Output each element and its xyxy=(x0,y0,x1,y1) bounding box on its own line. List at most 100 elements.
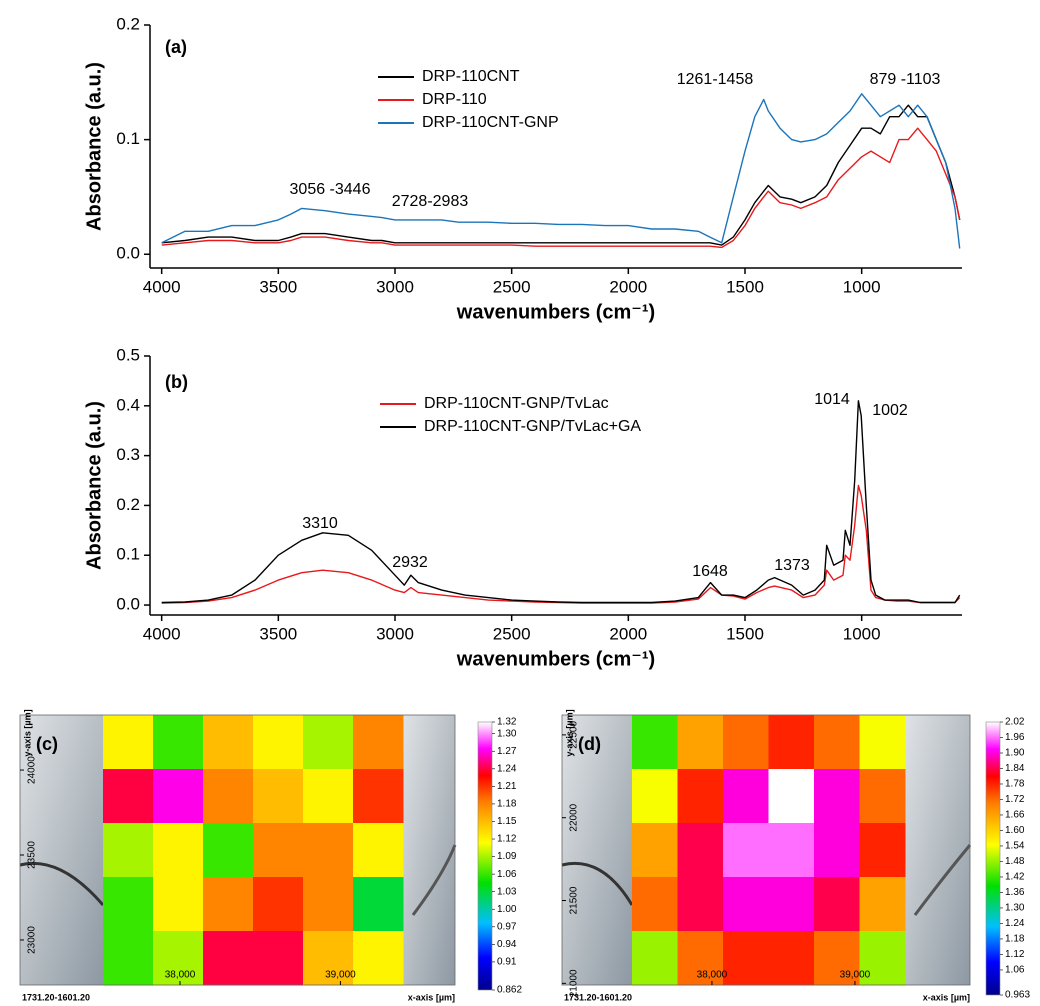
spectrum-line xyxy=(161,127,961,249)
map-cell xyxy=(677,931,724,986)
micrograph xyxy=(905,715,970,985)
map-subtitle: 1731.20-1601.20 xyxy=(22,992,90,1002)
map-cell xyxy=(153,877,204,932)
x-tick-label: 1000 xyxy=(843,277,881,296)
colorbar-tick-label: 1.12 xyxy=(497,834,517,845)
peak-annotation: 1002 xyxy=(872,402,908,419)
x-axis-title: wavenumbers (cm⁻¹) xyxy=(456,648,655,670)
map-cell xyxy=(723,715,769,770)
colorbar-tick-label: 2.02 xyxy=(1005,717,1025,728)
x-tick-label: 3000 xyxy=(376,624,414,643)
map-cell xyxy=(768,769,815,824)
y-tick-label: 0.3 xyxy=(116,445,140,464)
map-cell xyxy=(677,769,724,824)
colorbar-tick-label: 1.21 xyxy=(497,781,517,792)
map-cell xyxy=(203,715,254,770)
map-cell xyxy=(859,823,906,878)
map-cell xyxy=(768,715,815,770)
x-tick-label: 1000 xyxy=(843,624,881,643)
map-cell xyxy=(303,877,354,932)
peak-annotation: 1373 xyxy=(774,557,810,574)
colorbar-tick-label: 1.27 xyxy=(497,746,517,757)
map-cell xyxy=(814,823,860,878)
micrograph-feature xyxy=(913,844,972,916)
map-cell xyxy=(303,769,354,824)
map-cell xyxy=(768,823,815,878)
panel-label: (d) xyxy=(578,734,601,754)
x-tick-label: 1500 xyxy=(726,277,764,296)
y-tick-label: 0.5 xyxy=(116,345,140,364)
colorbar-tick-label: 0.94 xyxy=(497,939,517,950)
map-cell xyxy=(632,931,678,986)
spectrum-line xyxy=(161,104,961,246)
colorbar-tick-label: 1.72 xyxy=(1005,794,1025,805)
y-tick-label: 22000 xyxy=(569,803,580,831)
y-axis-title: Absorbance (a.u.) xyxy=(83,401,105,570)
map-cell xyxy=(153,715,204,770)
colorbar xyxy=(477,721,493,991)
map-cell xyxy=(203,769,254,824)
peak-annotation: 1014 xyxy=(814,391,850,408)
micrograph xyxy=(20,715,103,985)
y-tick-label: 21500 xyxy=(569,886,580,914)
map-cell xyxy=(723,823,769,878)
y-tick-label: 24000 xyxy=(27,756,38,784)
spectrum-line xyxy=(161,93,961,249)
legend-label: DRP-110 xyxy=(422,91,487,108)
map-cell xyxy=(353,931,404,986)
map-cell xyxy=(723,769,769,824)
spectrum-line xyxy=(161,484,961,604)
map-cell xyxy=(203,823,254,878)
map-cell xyxy=(203,931,254,986)
y-tick-label: 0.2 xyxy=(116,495,140,514)
legend-label: DRP-110CNT-GNP/TvLac+GA xyxy=(424,418,641,435)
x-tick-label: 4000 xyxy=(143,624,181,643)
map-cell xyxy=(814,877,860,932)
micrograph-feature xyxy=(561,861,634,906)
y-axis-title: y-axis [µm] xyxy=(564,709,574,756)
colorbar-tick-label: 1.54 xyxy=(1005,841,1025,852)
colorbar-tick-label: 1.09 xyxy=(497,851,517,862)
y-tick-label: 23000 xyxy=(27,926,38,954)
map-cell xyxy=(103,769,154,824)
map-cell xyxy=(859,931,906,986)
colorbar-tick-label: 1.00 xyxy=(497,904,517,915)
y-tick-label: 0.0 xyxy=(116,244,140,263)
map-cell xyxy=(814,769,860,824)
colorbar-tick-label: 1.18 xyxy=(1005,934,1025,945)
peak-annotation: 3056 -3446 xyxy=(290,181,371,198)
map-cell xyxy=(253,931,304,986)
map-cell xyxy=(632,769,678,824)
x-tick-label: 2000 xyxy=(609,277,647,296)
legend-label: DRP-110CNT-GNP/TvLac xyxy=(424,395,609,412)
map-cell xyxy=(103,823,154,878)
panel-label: (a) xyxy=(165,37,187,57)
x-axis-title: x-axis [µm] xyxy=(408,992,455,1002)
peak-annotation: 2728-2983 xyxy=(392,193,469,210)
colorbar-tick-label: 1.03 xyxy=(497,886,517,897)
colorbar-tick-label: 1.15 xyxy=(497,816,517,827)
map-cell xyxy=(814,931,860,986)
y-axis-title: Absorbance (a.u.) xyxy=(83,62,105,231)
map-cell xyxy=(103,931,154,986)
peak-annotation: 879 -1103 xyxy=(870,71,941,88)
map-cell xyxy=(353,715,404,770)
micrograph-feature xyxy=(19,861,105,906)
map-cell xyxy=(768,877,815,932)
colorbar-tick-label: 1.84 xyxy=(1005,763,1025,774)
x-tick-label: 39,000 xyxy=(325,970,356,981)
colorbar-tick-label: 0.963 xyxy=(1005,990,1030,1001)
colorbar-tick-label: 1.30 xyxy=(497,728,517,739)
y-tick-label: 0.2 xyxy=(116,14,140,33)
colorbar-tick-label: 1.24 xyxy=(497,763,517,774)
map-cell xyxy=(677,877,724,932)
colorbar-tick-label: 0.97 xyxy=(497,921,517,932)
x-tick-label: 1500 xyxy=(726,624,764,643)
map-cell xyxy=(814,715,860,770)
colorbar-tick-label: 1.36 xyxy=(1005,887,1025,898)
colorbar-tick-label: 1.90 xyxy=(1005,748,1025,759)
panel-label: (c) xyxy=(36,734,58,754)
colorbar-tick-label: 0.862 xyxy=(497,985,522,996)
map-cell xyxy=(153,769,204,824)
